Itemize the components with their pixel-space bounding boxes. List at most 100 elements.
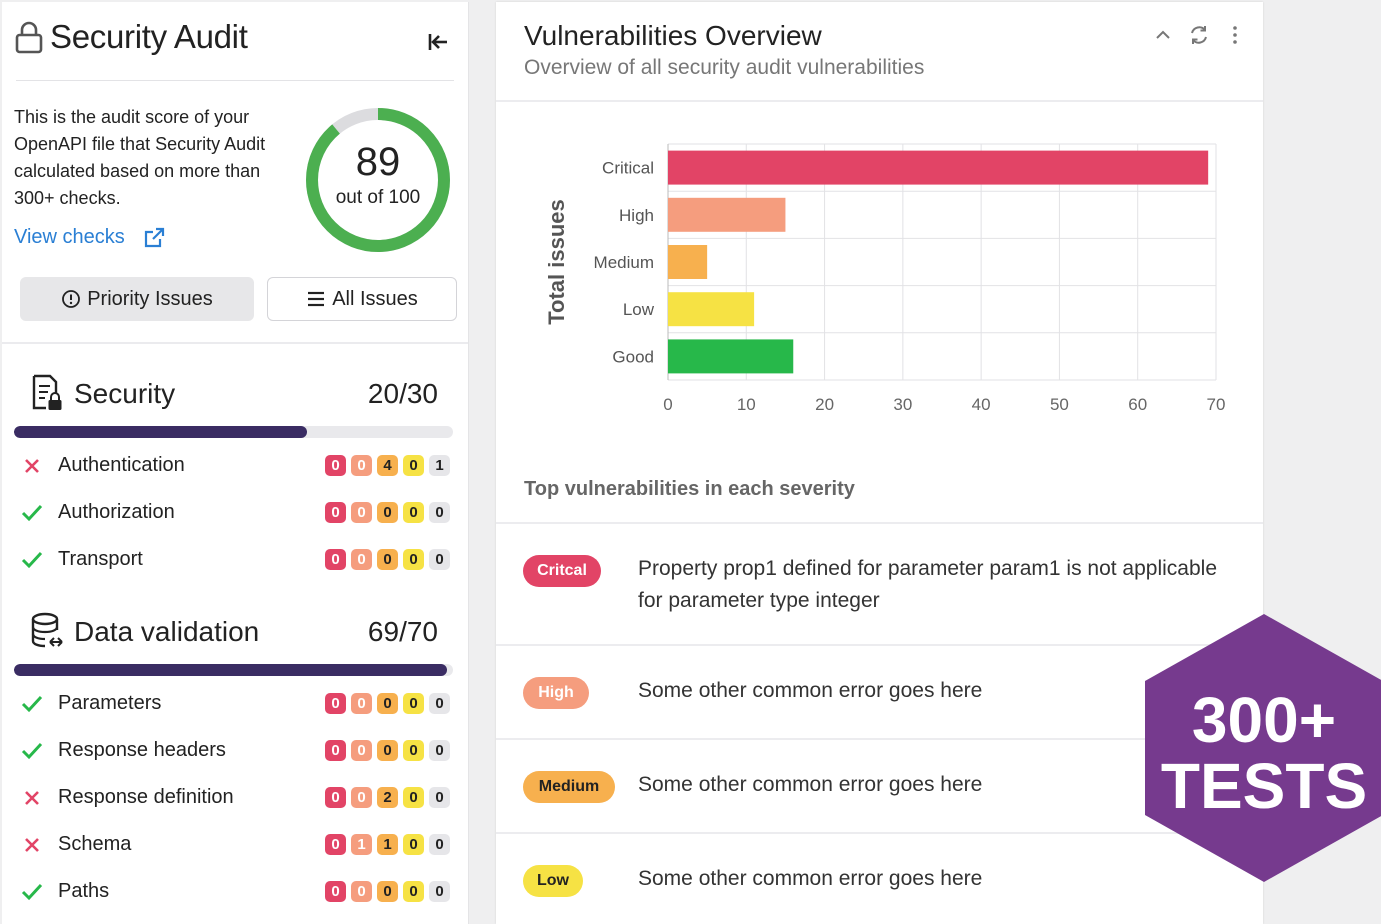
high-count: 0	[351, 549, 372, 570]
alert-circle-icon	[62, 290, 81, 308]
info-count: 0	[429, 740, 450, 761]
vulnerability-message[interactable]: Some other common error goes here	[638, 679, 983, 702]
header-divider	[496, 100, 1263, 102]
low-count: 0	[403, 693, 424, 714]
panel-title: Security Audit	[50, 18, 248, 55]
medium-count: 0	[377, 693, 398, 714]
section-title: Security	[74, 378, 176, 409]
section-score: 20/30	[367, 378, 438, 409]
high-count: 0	[351, 502, 372, 523]
category-label: Medium	[594, 253, 654, 272]
fail-x-icon	[25, 791, 39, 805]
security-section-header[interactable]: Security 20/30	[30, 374, 450, 414]
bar-high[interactable]	[668, 197, 786, 232]
severity-counts: 0 0 4 0 1	[325, 455, 450, 476]
header-divider	[16, 80, 454, 81]
section-score: 69/70	[367, 616, 438, 647]
vulnerabilities-bar-chart: 0 10 20 30 40 50 60 70 Critical High Medium Low Good…	[544, 143, 1225, 414]
list-separator	[496, 832, 1263, 834]
collapse-panel-icon[interactable]	[426, 30, 450, 54]
top-vulnerabilities-title: Top vulnerabilities in each severity	[524, 478, 855, 500]
overview-subtitle: Overview of all security audit vulnerabi…	[524, 56, 925, 79]
severity-counts: 0 0 0 0 0	[325, 693, 450, 714]
severity-counts: 0 0 0 0 0	[325, 740, 450, 761]
low-count: 0	[403, 455, 424, 476]
view-checks-link[interactable]: View checks	[14, 226, 125, 248]
security-document-icon	[32, 374, 62, 410]
audit-description: This is the audit score of your OpenAPI …	[14, 107, 266, 208]
lock-icon	[15, 21, 43, 54]
severity-pill-low: Low	[523, 865, 583, 897]
security-progress-bar	[14, 426, 453, 438]
check-label: Transport	[58, 548, 143, 570]
severity-pill-critical: Critcal	[523, 555, 601, 587]
high-count: 0	[351, 455, 372, 476]
medium-count: 0	[377, 549, 398, 570]
vulnerability-message[interactable]: Some other common error goes here	[638, 867, 983, 890]
check-row-authorization[interactable]: Authorization 0 0 0 0 0	[20, 499, 450, 529]
severity-counts: 0 0 0 0 0	[325, 549, 450, 570]
bar-critical[interactable]	[668, 150, 1209, 185]
medium-count: 1	[377, 834, 398, 855]
tests-badge-hexagon	[1145, 614, 1381, 882]
info-count: 0	[429, 549, 450, 570]
badge-line-2: TESTS	[1160, 750, 1368, 822]
low-count: 0	[403, 834, 424, 855]
y-axis-label: Total issues	[544, 199, 569, 325]
check-label: Schema	[58, 833, 132, 855]
medium-count: 0	[377, 502, 398, 523]
bar-good[interactable]	[668, 339, 794, 374]
score-ring	[306, 108, 450, 252]
refresh-icon[interactable]	[1188, 24, 1210, 46]
x-tick-label: 10	[737, 395, 756, 414]
priority-issues-button[interactable]: Priority Issues	[20, 277, 254, 321]
category-label: High	[619, 206, 654, 225]
low-count: 0	[403, 502, 424, 523]
check-label: Paths	[58, 880, 110, 902]
info-count: 1	[429, 455, 450, 476]
check-row-paths[interactable]: Paths 0 0 0 0 0	[20, 878, 450, 908]
vulnerabilities-overview-panel: Vulnerabilities Overview Overview of all…	[496, 2, 1263, 924]
progress-fill	[14, 664, 447, 676]
section-title: Data validation	[74, 616, 260, 647]
critical-count: 0	[325, 787, 346, 808]
category-label: Critical	[602, 159, 654, 178]
vulnerability-message[interactable]: Some other common error goes here	[638, 773, 983, 796]
info-count: 0	[429, 834, 450, 855]
vulnerability-message[interactable]: Property prop1 defined for parameter par…	[638, 557, 1217, 612]
check-row-parameters[interactable]: Parameters 0 0 0 0 0	[20, 690, 450, 720]
check-row-authentication[interactable]: Authentication 0 0 4 0 1	[20, 452, 450, 482]
severity-counts: 0 0 2 0 0	[325, 787, 450, 808]
critical-count: 0	[325, 693, 346, 714]
low-count: 0	[403, 787, 424, 808]
severity-counts: 0 1 1 0 0	[325, 834, 450, 855]
all-issues-button[interactable]: All Issues	[267, 277, 457, 321]
pass-check-icon	[21, 504, 43, 522]
x-tick-label: 30	[893, 395, 912, 414]
chevron-up-icon[interactable]	[1152, 24, 1174, 46]
check-row-response-definition[interactable]: Response definition 0 0 2 0 0	[20, 784, 450, 814]
x-tick-label: 0	[663, 395, 672, 414]
x-tick-label: 20	[815, 395, 834, 414]
low-count: 0	[403, 740, 424, 761]
pass-check-icon	[21, 883, 43, 901]
check-row-transport[interactable]: Transport 0 0 0 0 0	[20, 546, 450, 576]
x-tick-label: 60	[1128, 395, 1147, 414]
check-row-schema[interactable]: Schema 0 1 1 0 0	[20, 831, 450, 861]
check-row-response-headers[interactable]: Response headers 0 0 0 0 0	[20, 737, 450, 767]
bar-medium[interactable]	[668, 245, 708, 279]
medium-count: 0	[377, 740, 398, 761]
category-label: Good	[612, 347, 654, 366]
data-validation-section-header[interactable]: Data validation 69/70	[30, 612, 450, 652]
low-count: 0	[403, 549, 424, 570]
pass-check-icon	[21, 551, 43, 569]
all-issues-label: All Issues	[332, 287, 418, 310]
database-icon	[31, 612, 63, 648]
external-link-icon[interactable]	[142, 226, 166, 250]
priority-issues-label: Priority Issues	[87, 287, 213, 310]
bar-low[interactable]	[668, 292, 755, 327]
more-options-icon[interactable]	[1224, 24, 1246, 46]
severity-pill-medium: Medium	[523, 771, 615, 803]
critical-count: 0	[325, 881, 346, 902]
high-count: 0	[351, 740, 372, 761]
